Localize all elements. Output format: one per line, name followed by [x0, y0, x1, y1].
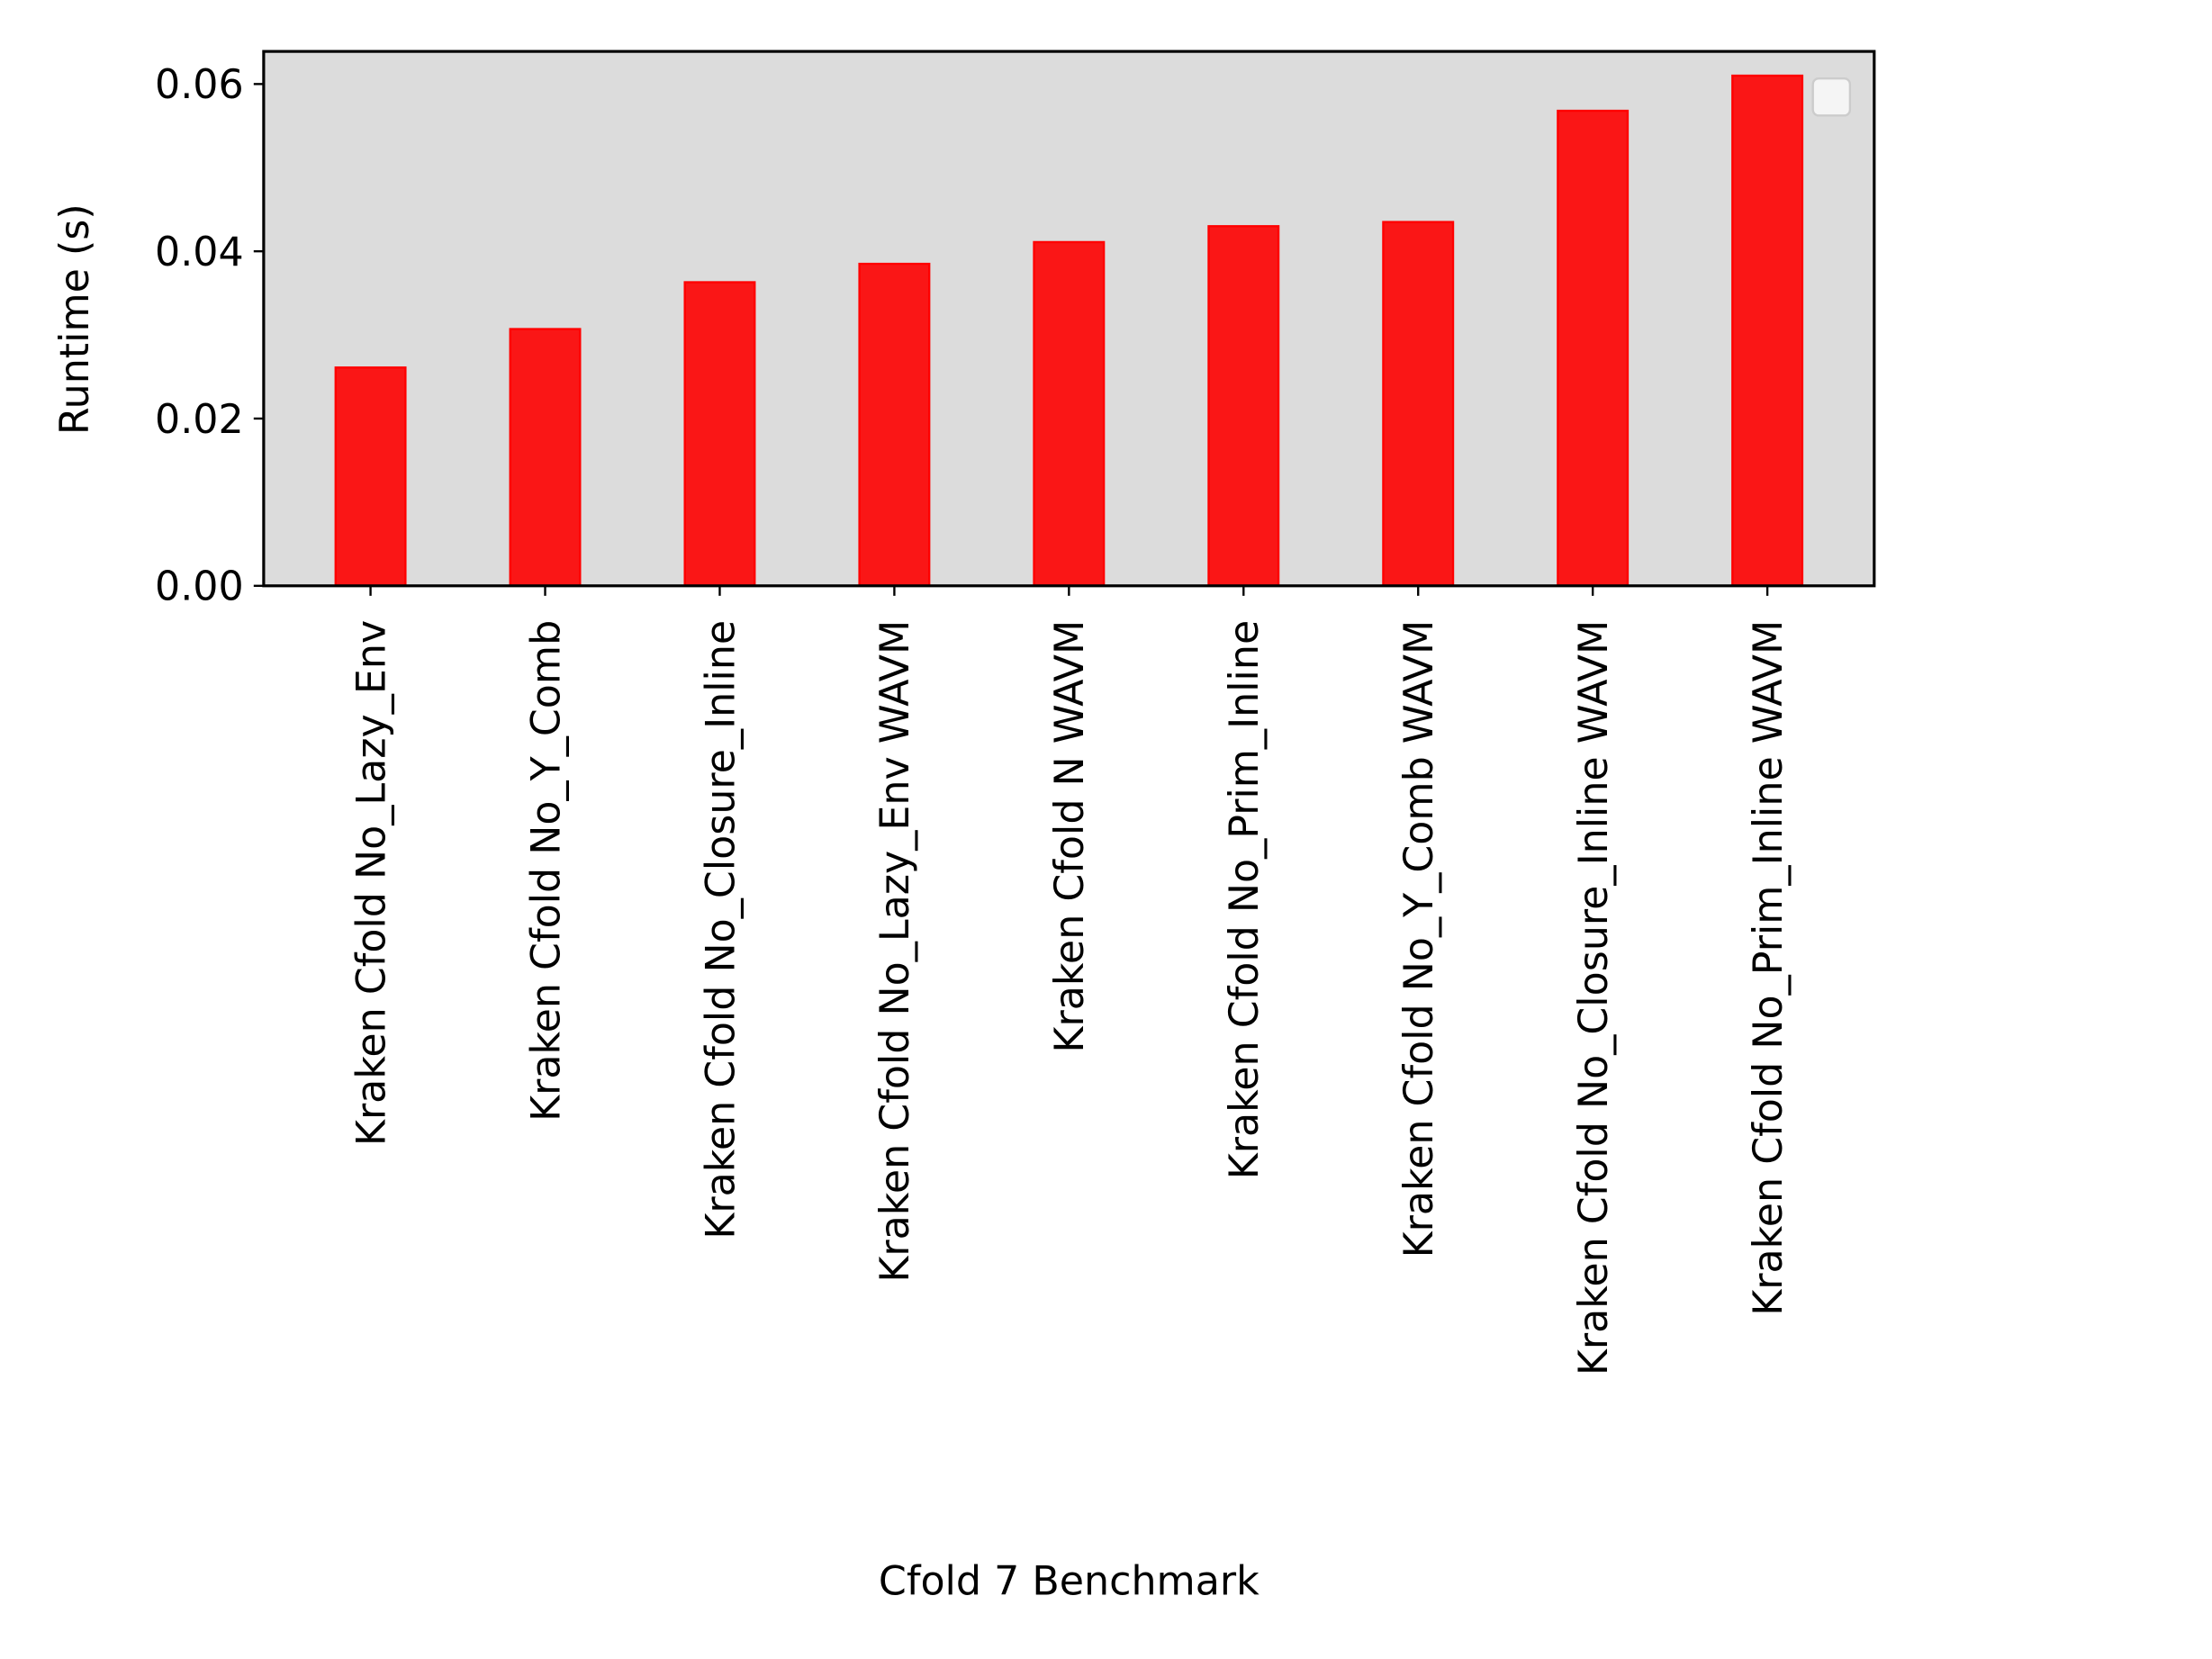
x-tick-label: Kraken Cfold No_Lazy_Env: [348, 620, 394, 1146]
bar: [509, 328, 582, 587]
x-tick-label: Kraken Cfold N WAVM: [1047, 620, 1093, 1053]
bar: [1033, 240, 1106, 587]
x-tick-label: Kraken Cfold No_Lazy_Env WAVM: [872, 620, 918, 1283]
x-tick-label: Kraken Cfold No_Prim_Inline WAVM: [1746, 620, 1792, 1316]
bar: [858, 262, 931, 587]
x-tick-label: Kraken Cfold No_Y_Comb: [523, 620, 569, 1122]
bar: [334, 366, 407, 587]
legend-box: [1811, 77, 1852, 117]
y-tick-label: 0.00: [155, 564, 244, 610]
bar: [1207, 225, 1280, 587]
x-tick-label: Kraken Cfold No_Prim_Inline: [1222, 620, 1268, 1179]
bar: [1382, 221, 1455, 587]
bar: [1557, 109, 1630, 587]
axes-frame: [262, 50, 1876, 588]
y-tick-label: 0.02: [155, 397, 244, 443]
bar: [1731, 74, 1804, 587]
bar: [683, 281, 756, 587]
y-tick-label: 0.06: [155, 62, 244, 108]
x-axis-label: Cfold 7 Benchmark: [879, 1559, 1259, 1605]
x-tick-label: Kraken Cfold No_Closure_Inline: [698, 620, 744, 1240]
y-axis-label: Runtime (s): [52, 203, 98, 435]
x-tick-label: Kraken Cfold No_Y_Comb WAVM: [1396, 620, 1442, 1258]
x-tick-label: Kraken Cfold No_Closure_Inline WAVM: [1571, 620, 1617, 1375]
y-tick-label: 0.04: [155, 230, 244, 275]
